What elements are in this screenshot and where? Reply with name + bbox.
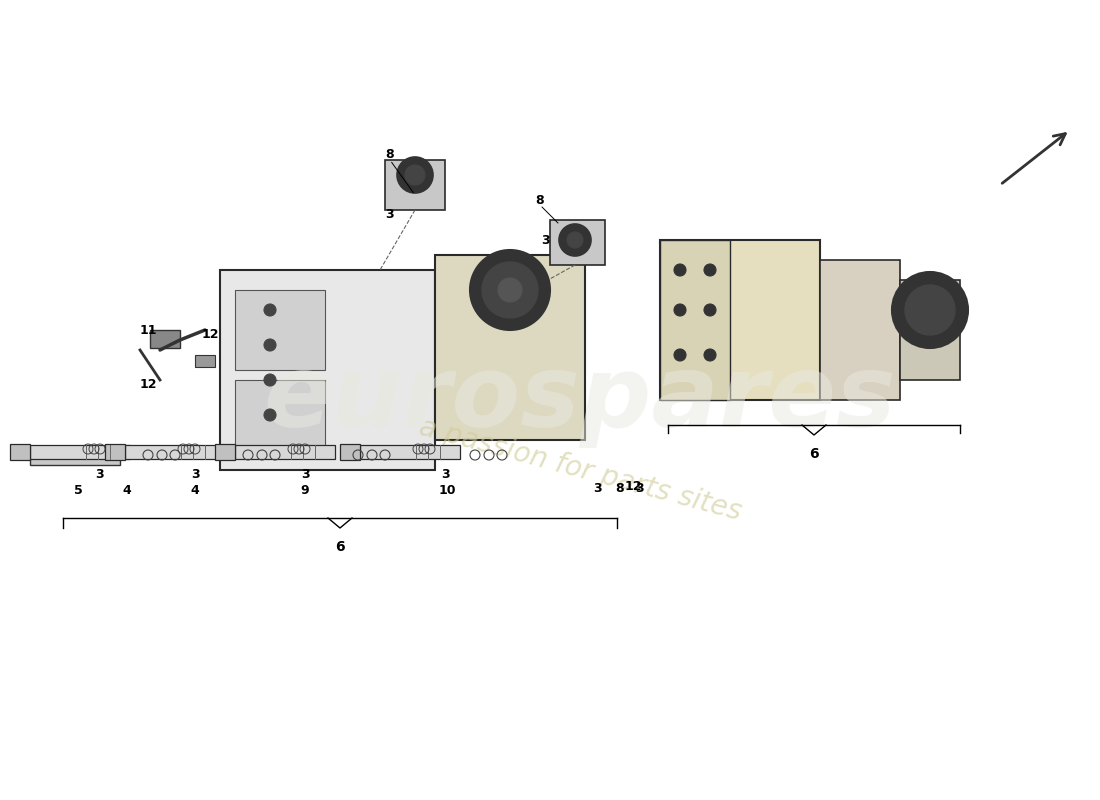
Bar [125, 445, 226, 459]
Circle shape [264, 304, 276, 316]
Bar [550, 220, 605, 265]
Text: 12: 12 [201, 329, 219, 342]
Circle shape [704, 304, 716, 316]
Circle shape [704, 349, 716, 361]
Bar [340, 444, 360, 460]
Circle shape [559, 224, 591, 256]
Circle shape [264, 339, 276, 351]
Text: 6: 6 [336, 540, 344, 554]
Bar [235, 445, 336, 459]
Bar [660, 240, 730, 400]
Text: 3: 3 [541, 234, 549, 246]
Text: 3: 3 [386, 209, 394, 222]
Text: 3: 3 [594, 482, 603, 494]
Bar [220, 270, 434, 470]
Text: 8: 8 [536, 194, 544, 206]
Text: 12: 12 [625, 481, 641, 494]
Bar [195, 355, 214, 367]
Bar [104, 444, 125, 460]
Bar [434, 255, 585, 440]
Text: 11: 11 [140, 323, 156, 337]
Circle shape [674, 349, 686, 361]
Bar [40, 446, 116, 460]
Circle shape [566, 232, 583, 248]
Text: eurospares: eurospares [264, 351, 896, 449]
Text: 3: 3 [190, 469, 199, 482]
Text: 8: 8 [616, 482, 625, 494]
Text: 3: 3 [300, 469, 309, 482]
Bar [235, 380, 324, 450]
Bar [235, 290, 324, 370]
Bar [10, 444, 30, 460]
Circle shape [892, 272, 968, 348]
Circle shape [674, 304, 686, 316]
Bar [30, 455, 120, 465]
Text: a passion for parts sites: a passion for parts sites [416, 414, 745, 526]
Bar [385, 160, 446, 210]
Circle shape [905, 285, 955, 335]
Bar [820, 260, 900, 400]
Text: 4: 4 [122, 483, 131, 497]
Text: 3: 3 [636, 482, 645, 494]
Bar [900, 280, 960, 380]
Circle shape [264, 374, 276, 386]
Circle shape [264, 409, 276, 421]
Bar [360, 445, 460, 459]
Text: 9: 9 [300, 483, 309, 497]
Text: 4: 4 [190, 483, 199, 497]
Circle shape [498, 278, 522, 302]
Bar [214, 444, 235, 460]
Text: 8: 8 [386, 149, 394, 162]
Circle shape [470, 250, 550, 330]
Circle shape [482, 262, 538, 318]
Circle shape [674, 264, 686, 276]
Bar [660, 240, 820, 400]
Bar [150, 330, 180, 348]
Text: 3: 3 [96, 469, 104, 482]
Circle shape [397, 157, 433, 193]
Circle shape [704, 264, 716, 276]
Circle shape [405, 165, 425, 185]
Text: 3: 3 [441, 469, 449, 482]
Text: 12: 12 [140, 378, 156, 391]
Bar [30, 445, 130, 459]
Text: 5: 5 [74, 483, 82, 497]
Text: 6: 6 [810, 447, 818, 461]
Text: 10: 10 [438, 483, 455, 497]
